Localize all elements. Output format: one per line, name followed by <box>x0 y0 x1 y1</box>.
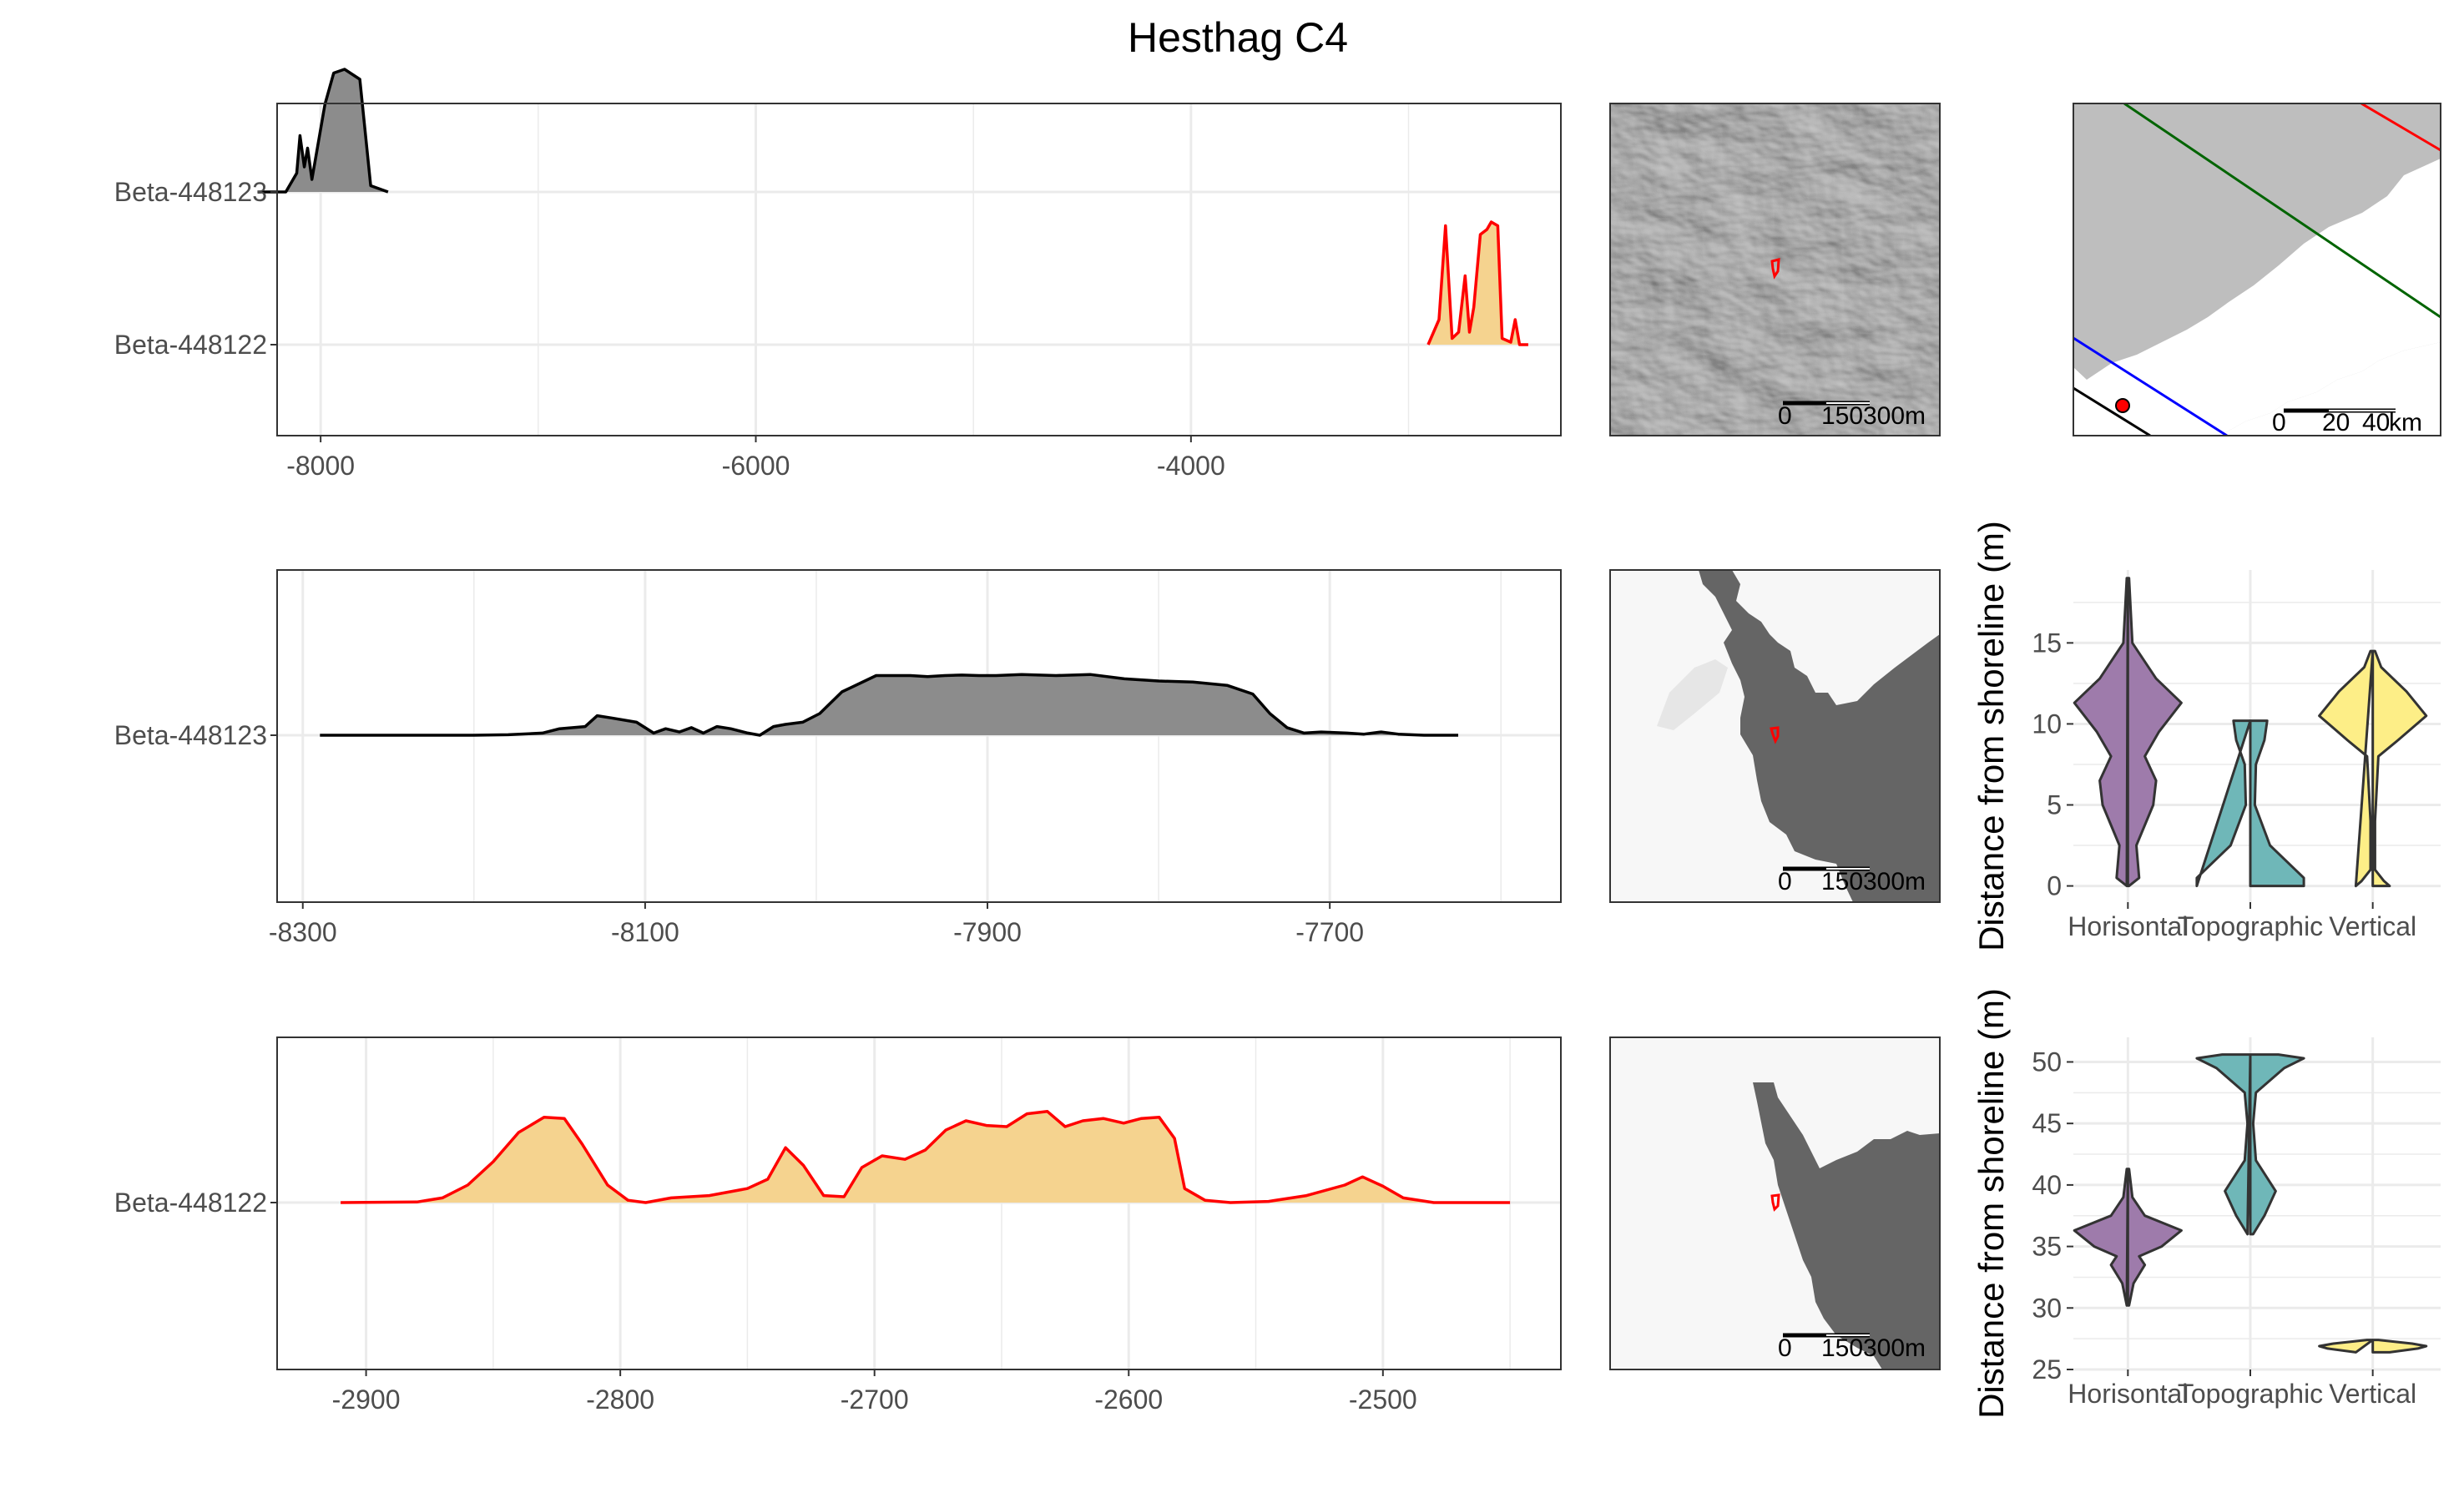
y-tick-label: Beta-448122 <box>114 330 267 360</box>
violin-shape <box>2195 1053 2305 1236</box>
x-tick-label: -4000 <box>1157 451 1225 481</box>
local-map-2: 0 150 300 m <box>1609 1036 1941 1370</box>
land-area <box>1753 1082 1940 1369</box>
shoreline-black-line <box>2073 386 2151 436</box>
scale-bar-icon: 0 150 300 m <box>1778 1333 1926 1362</box>
x-tick-label: -2900 <box>332 1385 401 1415</box>
y-tick-label: 5 <box>2047 790 2062 820</box>
y-tick-label: Beta-448123 <box>114 177 267 207</box>
density-line <box>1426 220 1528 346</box>
y-tick-label: 25 <box>2032 1354 2062 1385</box>
shoreline-blue-line <box>2073 336 2228 436</box>
x-tick-label: -8300 <box>269 917 337 947</box>
scale-label: m <box>1905 1334 1926 1362</box>
y-axis-label: Distance from shoreline (m) <box>1972 521 2011 951</box>
x-tick-label: Horisontal <box>2068 1379 2188 1409</box>
overview-density-chart: Beta-448123 Beta-448122 -8000 -6000 -4000 <box>114 68 1562 481</box>
scale-label: 20 <box>2322 409 2350 436</box>
plot-border <box>276 103 1562 436</box>
violin-shape <box>2318 649 2428 888</box>
region-map: 0 20 40 km <box>2073 103 2441 436</box>
scale-label: 0 <box>1778 1334 1792 1362</box>
x-tick-label: -6000 <box>722 451 790 481</box>
shoreline-green-line <box>2123 103 2441 319</box>
y-tick-label: Beta-448122 <box>114 1188 267 1218</box>
scale-label: 300 <box>1863 1334 1905 1362</box>
violin-shape <box>2073 577 2183 888</box>
site-polygon-icon <box>1770 726 1780 744</box>
scale-label: 300 <box>1863 868 1905 895</box>
y-tick-label: 15 <box>2032 628 2062 658</box>
violin-shape <box>2318 1339 2428 1354</box>
figure-title: Hesthag C4 <box>1128 14 1348 61</box>
y-tick-label: Beta-448123 <box>114 720 267 750</box>
scale-label: m <box>1905 402 1926 430</box>
x-tick-label: -8100 <box>611 917 679 947</box>
x-tick-label: Horisontal <box>2068 911 2188 941</box>
plot-background <box>277 103 1561 436</box>
x-tick-label: -7700 <box>1295 917 1364 947</box>
y-axis-label: Distance from shoreline (m) <box>1972 988 2011 1419</box>
scale-bar-icon: 0 150 300 m <box>1778 866 1926 895</box>
scale-bar-icon: 0 150 300 m <box>1778 401 1926 430</box>
scale-label: 40 <box>2362 409 2390 436</box>
violin-shape <box>2195 719 2305 888</box>
scale-label: 0 <box>1778 868 1792 895</box>
y-tick-label: 35 <box>2032 1232 2062 1262</box>
x-tick-label: -8000 <box>286 451 355 481</box>
density-line <box>341 1110 1511 1204</box>
x-tick-label: Topographic <box>2178 911 2323 941</box>
beta-448123-density-chart: Beta-448123 -8300 -8100 -7900 -7700 <box>114 569 1562 947</box>
density-area <box>257 69 388 192</box>
x-tick-label: -7900 <box>953 917 1022 947</box>
y-tick-label: 45 <box>2032 1108 2062 1138</box>
land-area <box>1699 570 1940 902</box>
scale-label: 0 <box>2272 409 2286 436</box>
shallow-area <box>1657 659 1728 730</box>
scale-label: km <box>2389 409 2422 436</box>
y-tick-label: 10 <box>2032 709 2062 739</box>
scale-label: 150 <box>1821 1334 1863 1362</box>
scale-label: 150 <box>1821 868 1863 895</box>
density-area <box>341 1111 1511 1203</box>
density-line <box>257 68 389 194</box>
scale-bar-icon: 0 20 40 km <box>2272 408 2422 436</box>
density-area <box>1428 222 1528 345</box>
scale-label: 300 <box>1863 402 1905 430</box>
hillshade-map-1: 0 150 300 m <box>1609 103 1941 436</box>
x-tick-label: -2500 <box>1349 1385 1417 1415</box>
density-line <box>320 673 1458 737</box>
density-area <box>320 674 1458 735</box>
y-tick-label: 40 <box>2032 1170 2062 1200</box>
violin-shape <box>2073 1168 2183 1307</box>
site-marker-icon <box>2115 398 2130 413</box>
x-tick-label: -2700 <box>841 1385 909 1415</box>
y-tick-label: 0 <box>2047 871 2062 901</box>
scale-label: m <box>1905 868 1926 895</box>
local-map-1: 0 150 300 m <box>1609 569 1941 903</box>
shoreline-red-line <box>2360 103 2441 152</box>
y-tick-label: 30 <box>2032 1293 2062 1323</box>
x-tick-label: -2800 <box>586 1385 654 1415</box>
x-tick-label: Vertical <box>2329 911 2416 941</box>
scale-label: 0 <box>1778 402 1792 430</box>
x-tick-label: Vertical <box>2329 1379 2416 1409</box>
site-polygon-icon <box>1770 258 1780 280</box>
y-tick-label: 50 <box>2032 1047 2062 1077</box>
x-tick-label: Topographic <box>2178 1379 2323 1409</box>
beta-448122-density-chart: Beta-448122 -2900 -2800 -2700 -2600 -2500 <box>114 1036 1562 1415</box>
scale-label: 150 <box>1821 402 1863 430</box>
site-polygon-icon <box>1770 1193 1780 1212</box>
x-tick-label: -2600 <box>1094 1385 1163 1415</box>
